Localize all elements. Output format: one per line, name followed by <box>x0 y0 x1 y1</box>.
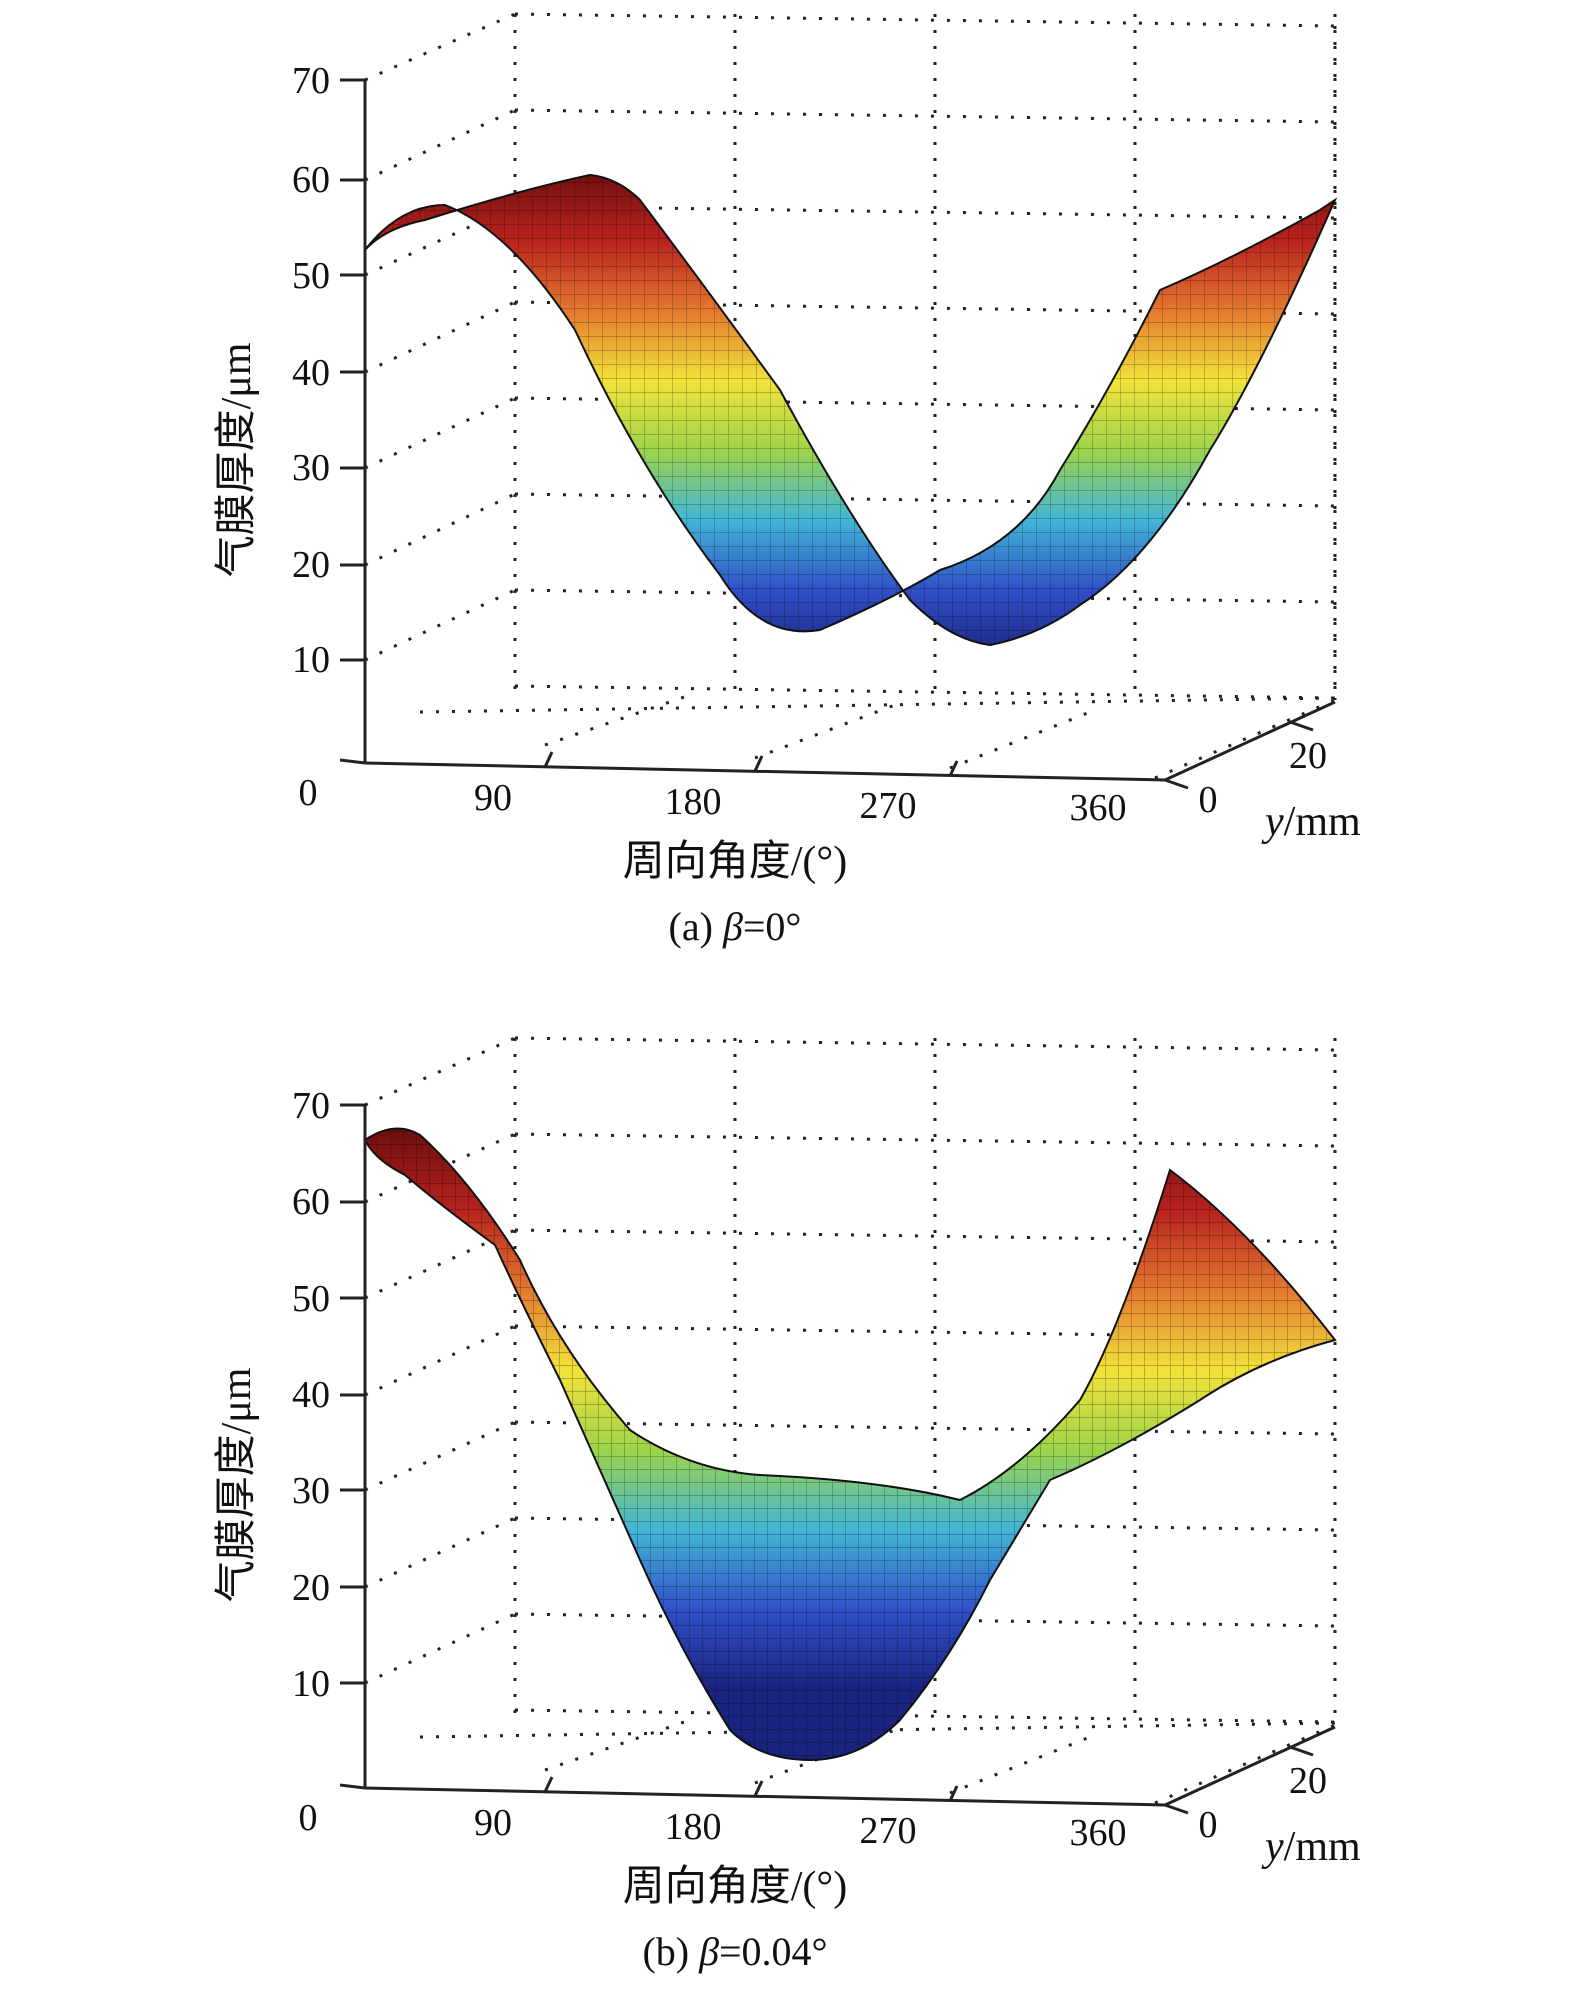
z-tick-label: 40 <box>292 1374 330 1416</box>
z-axis-label: 气膜厚度/μm <box>214 342 260 577</box>
caption-suffix: =0° <box>743 904 802 949</box>
z-tick-label: 50 <box>292 255 330 297</box>
z-tick-label: 70 <box>292 1085 330 1127</box>
x-tick-label: 90 <box>474 777 512 819</box>
y-axis-unit: /mm <box>1284 799 1361 845</box>
y-axis-label: y/mm <box>1261 1824 1361 1870</box>
z-ticks-b: 70 60 50 40 30 20 10 <box>292 1085 330 1705</box>
y-axis-unit: /mm <box>1284 1824 1361 1870</box>
x-ticks-b: 0 90 180 270 360 <box>299 1797 1127 1854</box>
y-tick-label: 0 <box>1199 779 1218 821</box>
x-tick-label: 360 <box>1070 1812 1127 1854</box>
y-tick-label: 0 <box>1199 1804 1218 1846</box>
y-ticks-a: 0 20 <box>1199 735 1328 821</box>
caption-b: (b) β=0.04° <box>642 1929 827 1974</box>
x-axis-label: 周向角度/(°) <box>623 839 847 885</box>
x-tick-label: 90 <box>474 1802 512 1844</box>
surface-a-mesh <box>365 175 1335 645</box>
z-tick-label: 60 <box>292 159 330 201</box>
caption-a: (a) β=0° <box>669 904 802 949</box>
y-ticks-b: 0 20 <box>1199 1760 1328 1846</box>
y-axis-var: y <box>1261 799 1284 845</box>
panel-a: 70 60 50 40 30 20 10 0 90 180 270 360 0 … <box>214 12 1361 949</box>
caption-prefix: (b) <box>642 1929 699 1974</box>
axes-a <box>339 78 1336 790</box>
z-tick-label: 60 <box>292 1181 330 1223</box>
x-tick-label: 180 <box>665 1806 722 1848</box>
z-tick-label: 50 <box>292 1278 330 1320</box>
x-tick-label: 360 <box>1070 787 1127 829</box>
z-ticks-a: 70 60 50 40 30 20 10 <box>292 60 330 681</box>
z-axis-label: 气膜厚度/μm <box>214 1367 260 1602</box>
x-tick-label: 270 <box>860 1810 917 1852</box>
x-tick-label: 0 <box>299 772 318 814</box>
caption-symbol: β <box>722 904 743 949</box>
y-axis-label: y/mm <box>1261 799 1361 845</box>
x-ticks-a: 0 90 180 270 360 <box>299 772 1127 829</box>
surface-b-mesh <box>365 1128 1335 1760</box>
z-tick-label: 70 <box>292 60 330 102</box>
x-tick-label: 270 <box>860 785 917 827</box>
z-tick-label: 40 <box>292 352 330 394</box>
x-axis-label: 周向角度/(°) <box>623 1864 847 1910</box>
z-tick-label: 20 <box>292 544 330 586</box>
z-tick-label: 10 <box>292 639 330 681</box>
axes-b <box>339 1103 1336 1815</box>
caption-prefix: (a) <box>669 904 723 949</box>
z-tick-label: 30 <box>292 1470 330 1512</box>
panel-b: 70 60 50 40 30 20 10 0 90 180 270 360 0 … <box>214 1036 1361 1974</box>
caption-suffix: =0.04° <box>719 1929 828 1974</box>
y-tick-label: 20 <box>1289 735 1327 777</box>
z-tick-label: 10 <box>292 1663 330 1705</box>
x-tick-label: 180 <box>665 781 722 823</box>
x-tick-label: 0 <box>299 1797 318 1839</box>
z-tick-label: 20 <box>292 1567 330 1609</box>
caption-symbol: β <box>698 1929 719 1974</box>
z-tick-label: 30 <box>292 447 330 489</box>
y-tick-label: 20 <box>1289 1760 1327 1802</box>
y-axis-var: y <box>1261 1824 1284 1870</box>
